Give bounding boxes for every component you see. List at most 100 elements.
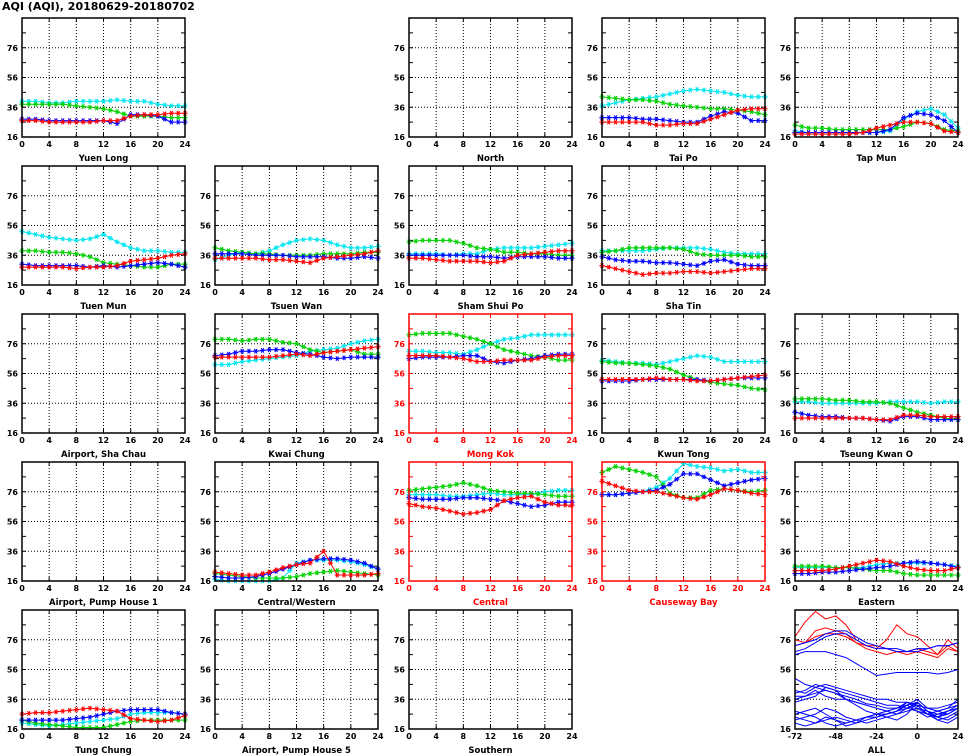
data-point-marker [640,97,646,103]
data-point-marker [894,414,900,420]
y-tick-label: 56 [587,518,599,527]
data-point-marker [419,348,426,354]
data-point-marker [32,264,39,270]
data-point-marker [708,487,714,493]
data-point-marker [562,502,568,508]
data-point-marker [515,350,521,356]
data-point-marker [73,98,79,104]
data-point-marker [728,252,734,258]
data-point-marker [528,245,534,251]
x-tick-label: 24 [759,584,771,593]
data-point-marker [114,708,120,714]
data-point-marker [433,353,439,359]
data-point-marker [487,260,494,266]
data-point-marker [694,104,700,110]
y-tick-label: 76 [587,488,599,497]
data-point-marker [73,237,79,243]
data-point-marker [728,481,734,487]
panel-title: Mong Kok [467,450,515,460]
panel-kwun-tong: 16 36 56 76 0 4 8 12 16 20 24 Kwun Tong [587,313,771,460]
data-point-marker [87,236,93,242]
data-point-marker [341,355,347,361]
data-point-marker [114,263,120,269]
data-point-marker [542,332,548,338]
x-tick-label: 8 [74,436,80,445]
data-point-marker [53,101,59,107]
x-tick-label: 20 [345,732,357,741]
panel-airport-sha-chau: 16 36 56 76 0 4 8 12 16 20 24 Airport, Sha Chau [7,313,191,460]
data-point-marker [426,237,432,243]
data-point-marker [80,719,86,725]
x-tick-label: 4 [239,732,245,741]
y-tick-label: 76 [587,192,599,201]
data-point-marker [46,710,52,716]
data-point-marker [633,488,639,494]
data-point-marker [155,101,161,107]
data-point-marker [721,257,727,263]
data-point-marker [901,399,907,405]
data-point-marker [680,88,687,94]
data-point-marker [562,241,568,247]
y-tick-label: 56 [7,666,19,675]
panel-tai-po: 16 36 56 76 0 4 8 12 16 20 24 Tai Po [587,17,771,164]
data-point-marker [528,251,534,257]
data-point-marker [721,376,727,382]
data-point-marker [914,110,920,116]
data-point-marker [748,254,755,260]
data-point-marker [701,494,707,500]
x-tick-label: 24 [952,732,964,741]
data-point-marker [447,350,453,356]
data-point-marker [748,94,755,100]
data-point-marker [327,240,334,246]
data-point-marker [453,355,460,361]
data-point-marker [481,508,487,514]
data-point-marker [521,494,528,500]
x-tick-label: 8 [654,436,660,445]
data-point-marker [812,563,818,569]
data-point-marker [348,557,354,563]
data-point-marker [494,358,500,364]
data-point-marker [873,125,880,131]
data-point-marker [935,561,941,567]
data-point-marker [687,269,693,275]
data-point-marker [619,376,625,382]
data-point-marker [555,357,562,363]
data-point-marker [32,231,39,237]
data-point-marker [225,336,232,342]
data-point-marker [805,396,812,402]
x-tick-label: 0 [406,584,412,593]
data-point-marker [606,376,612,382]
x-tick-label: 24 [952,140,964,149]
data-point-marker [708,88,714,94]
data-point-marker [680,372,687,378]
panel-title: Tseung Kwan O [840,450,913,460]
y-tick-label: 16 [587,133,599,142]
data-point-marker [735,382,741,388]
data-point-marker [948,566,954,572]
data-point-marker [266,257,272,263]
x-tick-label: 24 [372,584,384,593]
data-point-marker [653,245,659,251]
data-point-marker [368,337,374,343]
x-tick-label: 12 [485,436,496,445]
data-point-marker [348,572,354,578]
data-point-marker [508,357,514,363]
y-tick-label: 16 [394,725,406,734]
data-point-marker [300,344,306,350]
x-tick-label: 8 [461,140,467,149]
data-point-marker [53,235,59,241]
x-tick-label: 0 [19,584,25,593]
data-point-marker [141,717,147,723]
data-point-marker [426,256,432,262]
data-point-marker [549,243,555,249]
data-point-marker [134,257,141,263]
data-point-marker [368,354,374,360]
y-tick-label: 76 [780,44,792,53]
y-tick-label: 76 [7,192,19,201]
x-tick-label: 12 [98,436,109,445]
x-tick-label: 24 [179,140,191,149]
x-tick-label: 12 [678,288,689,297]
data-point-marker [246,337,252,343]
data-point-marker [941,414,948,420]
x-tick-label: 8 [847,584,853,593]
